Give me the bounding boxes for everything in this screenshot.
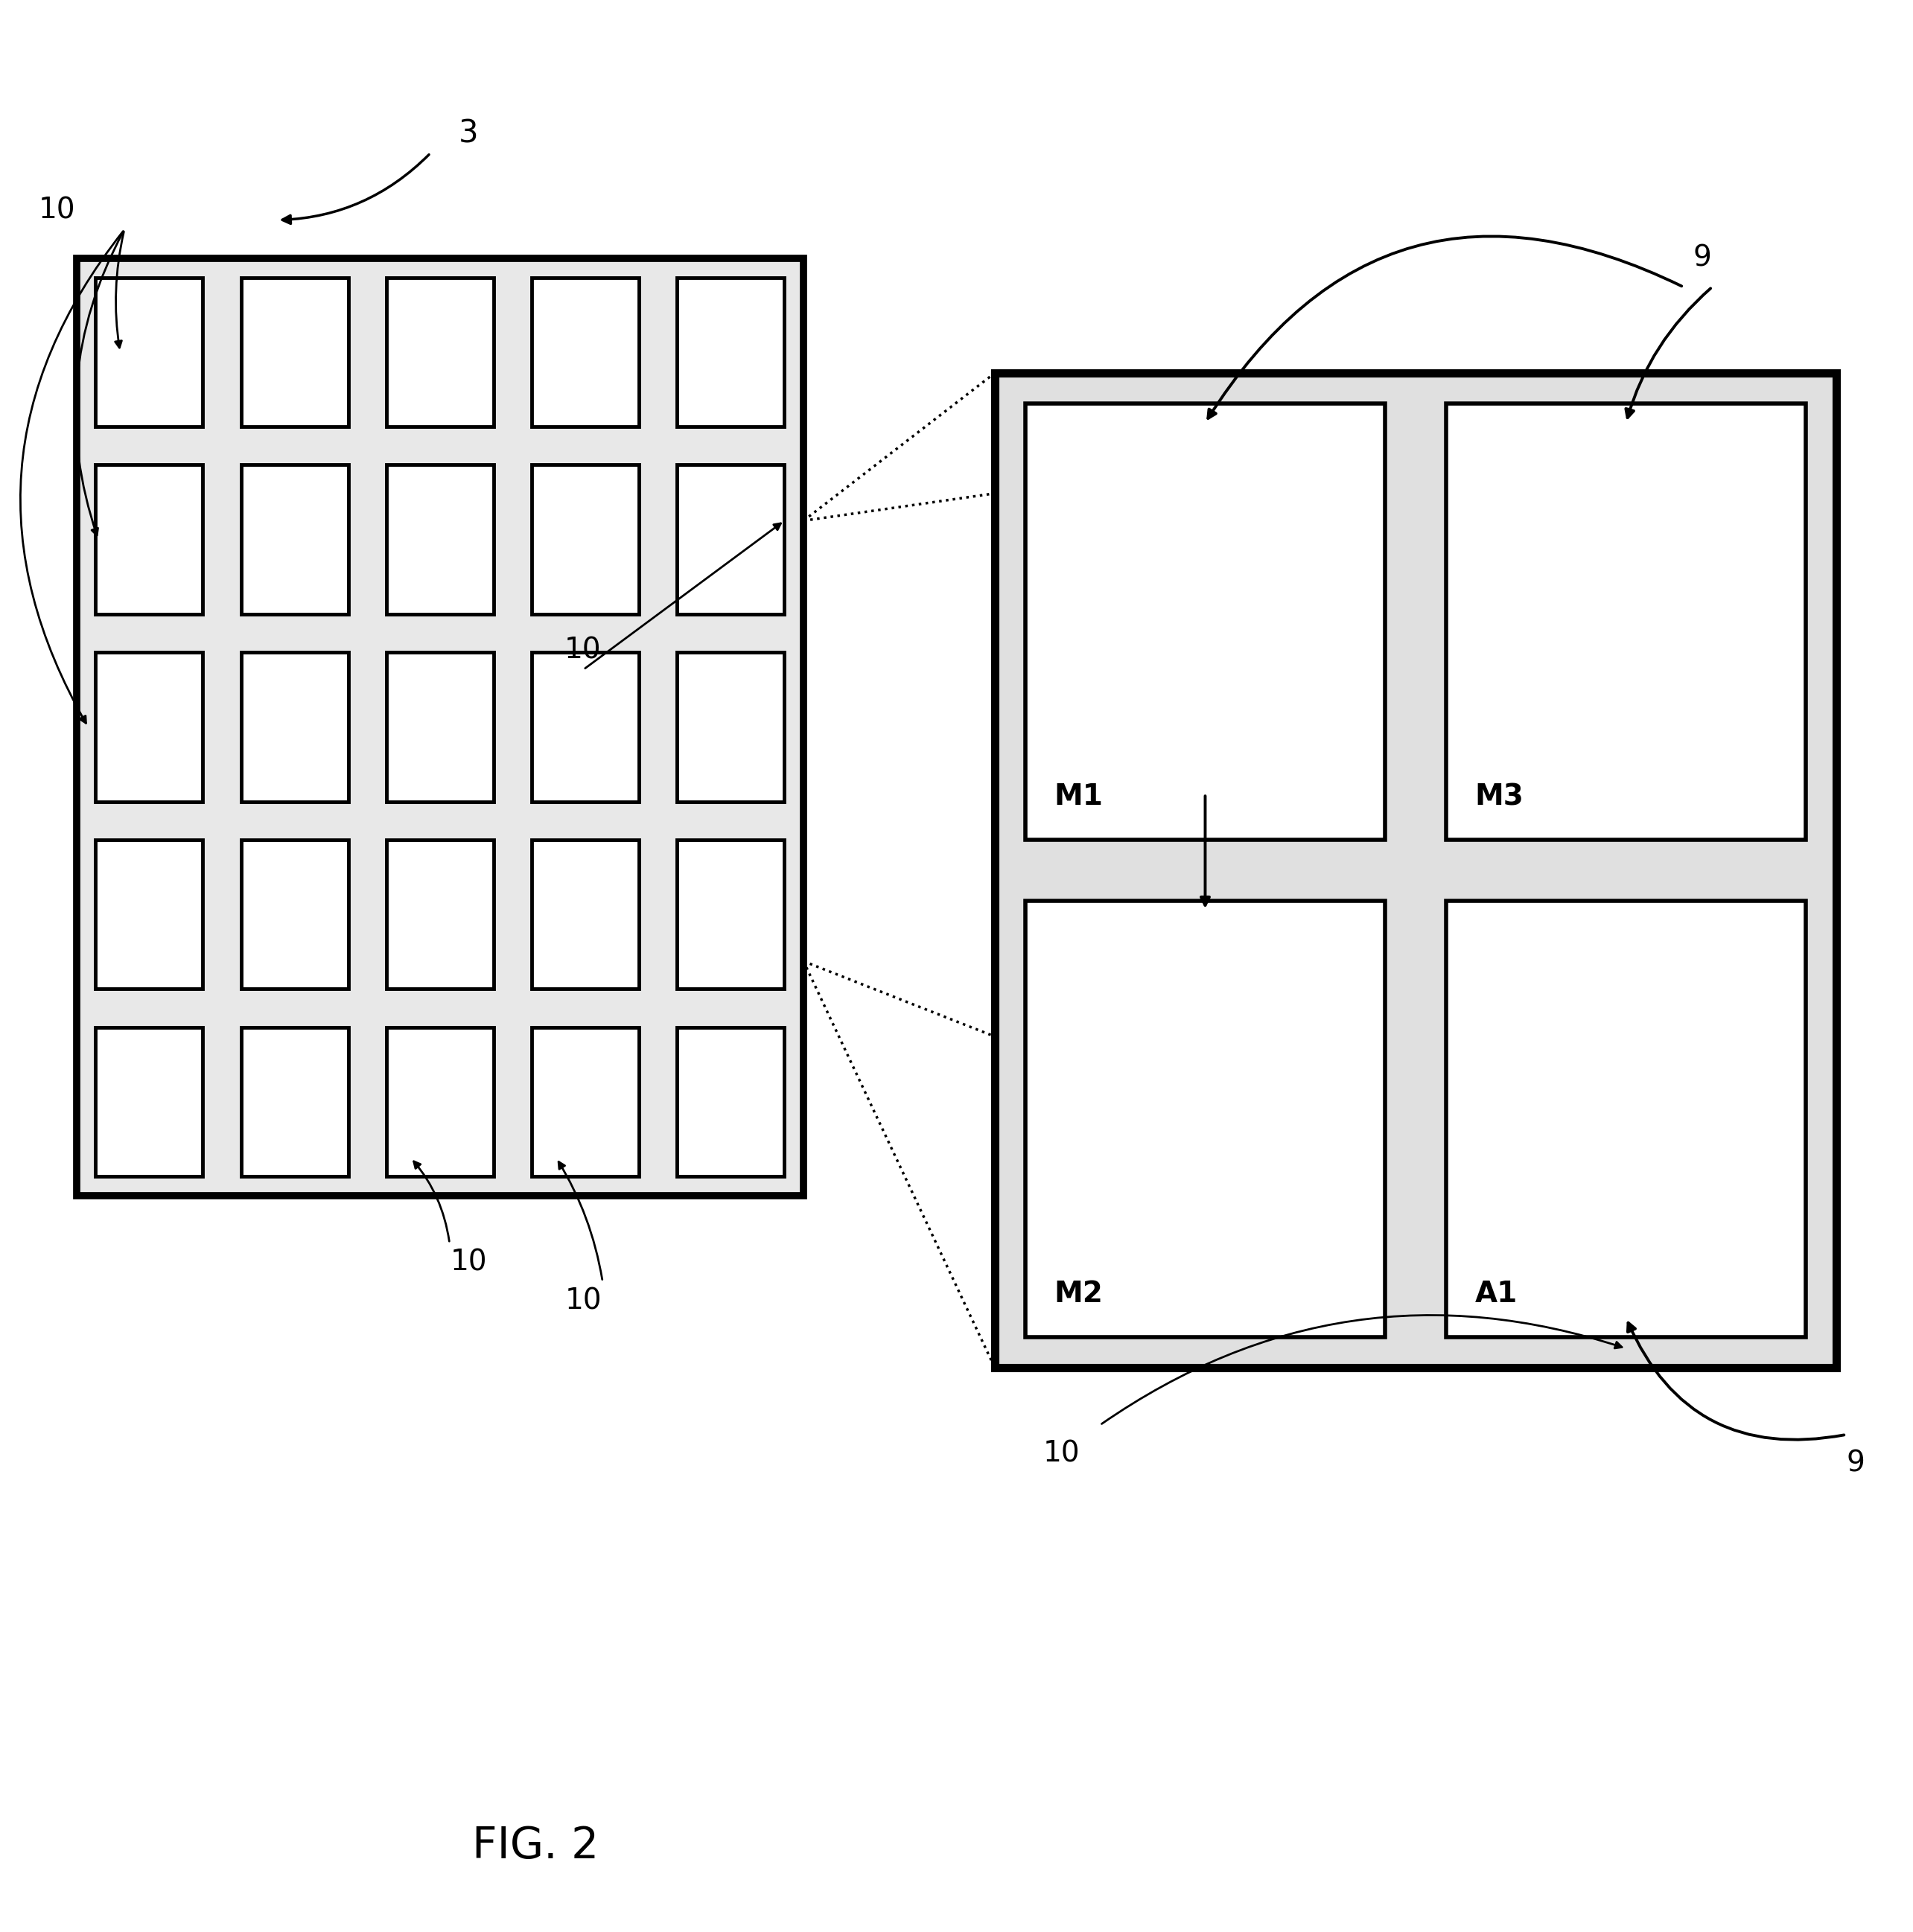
Bar	[1446, 404, 1806, 840]
Bar	[677, 466, 784, 614]
Bar	[532, 278, 639, 427]
Bar	[677, 653, 784, 802]
Bar	[386, 466, 494, 614]
Text: M3: M3	[1475, 782, 1525, 811]
Bar	[995, 373, 1836, 1368]
Bar	[532, 466, 639, 614]
Bar	[677, 1028, 784, 1177]
Bar	[96, 840, 203, 989]
Bar	[77, 259, 803, 1196]
Bar	[532, 840, 639, 989]
Bar	[532, 1028, 639, 1177]
Bar	[386, 278, 494, 427]
Bar	[1025, 900, 1385, 1337]
Bar	[386, 840, 494, 989]
Bar	[241, 1028, 348, 1177]
Text: 10: 10	[450, 1248, 488, 1277]
Text: 9: 9	[1693, 243, 1712, 272]
Text: 10: 10	[564, 636, 601, 665]
Bar	[96, 466, 203, 614]
Text: A1: A1	[1475, 1281, 1517, 1308]
Bar	[96, 1028, 203, 1177]
Bar	[241, 466, 348, 614]
Bar	[96, 653, 203, 802]
Text: 10: 10	[1043, 1439, 1081, 1468]
Text: 3: 3	[459, 118, 478, 149]
Bar	[677, 840, 784, 989]
Bar	[677, 278, 784, 427]
Bar	[1446, 900, 1806, 1337]
Bar	[386, 1028, 494, 1177]
Bar	[241, 278, 348, 427]
Text: FIG. 2: FIG. 2	[473, 1824, 599, 1866]
Bar	[1025, 404, 1385, 840]
Bar	[241, 840, 348, 989]
Bar	[96, 278, 203, 427]
Bar	[386, 653, 494, 802]
Text: M1: M1	[1054, 782, 1104, 811]
Text: 10: 10	[38, 197, 75, 224]
Text: 9: 9	[1846, 1449, 1865, 1478]
Text: 10: 10	[564, 1287, 603, 1316]
Bar	[241, 653, 348, 802]
Bar	[532, 653, 639, 802]
Text: M2: M2	[1054, 1281, 1104, 1308]
